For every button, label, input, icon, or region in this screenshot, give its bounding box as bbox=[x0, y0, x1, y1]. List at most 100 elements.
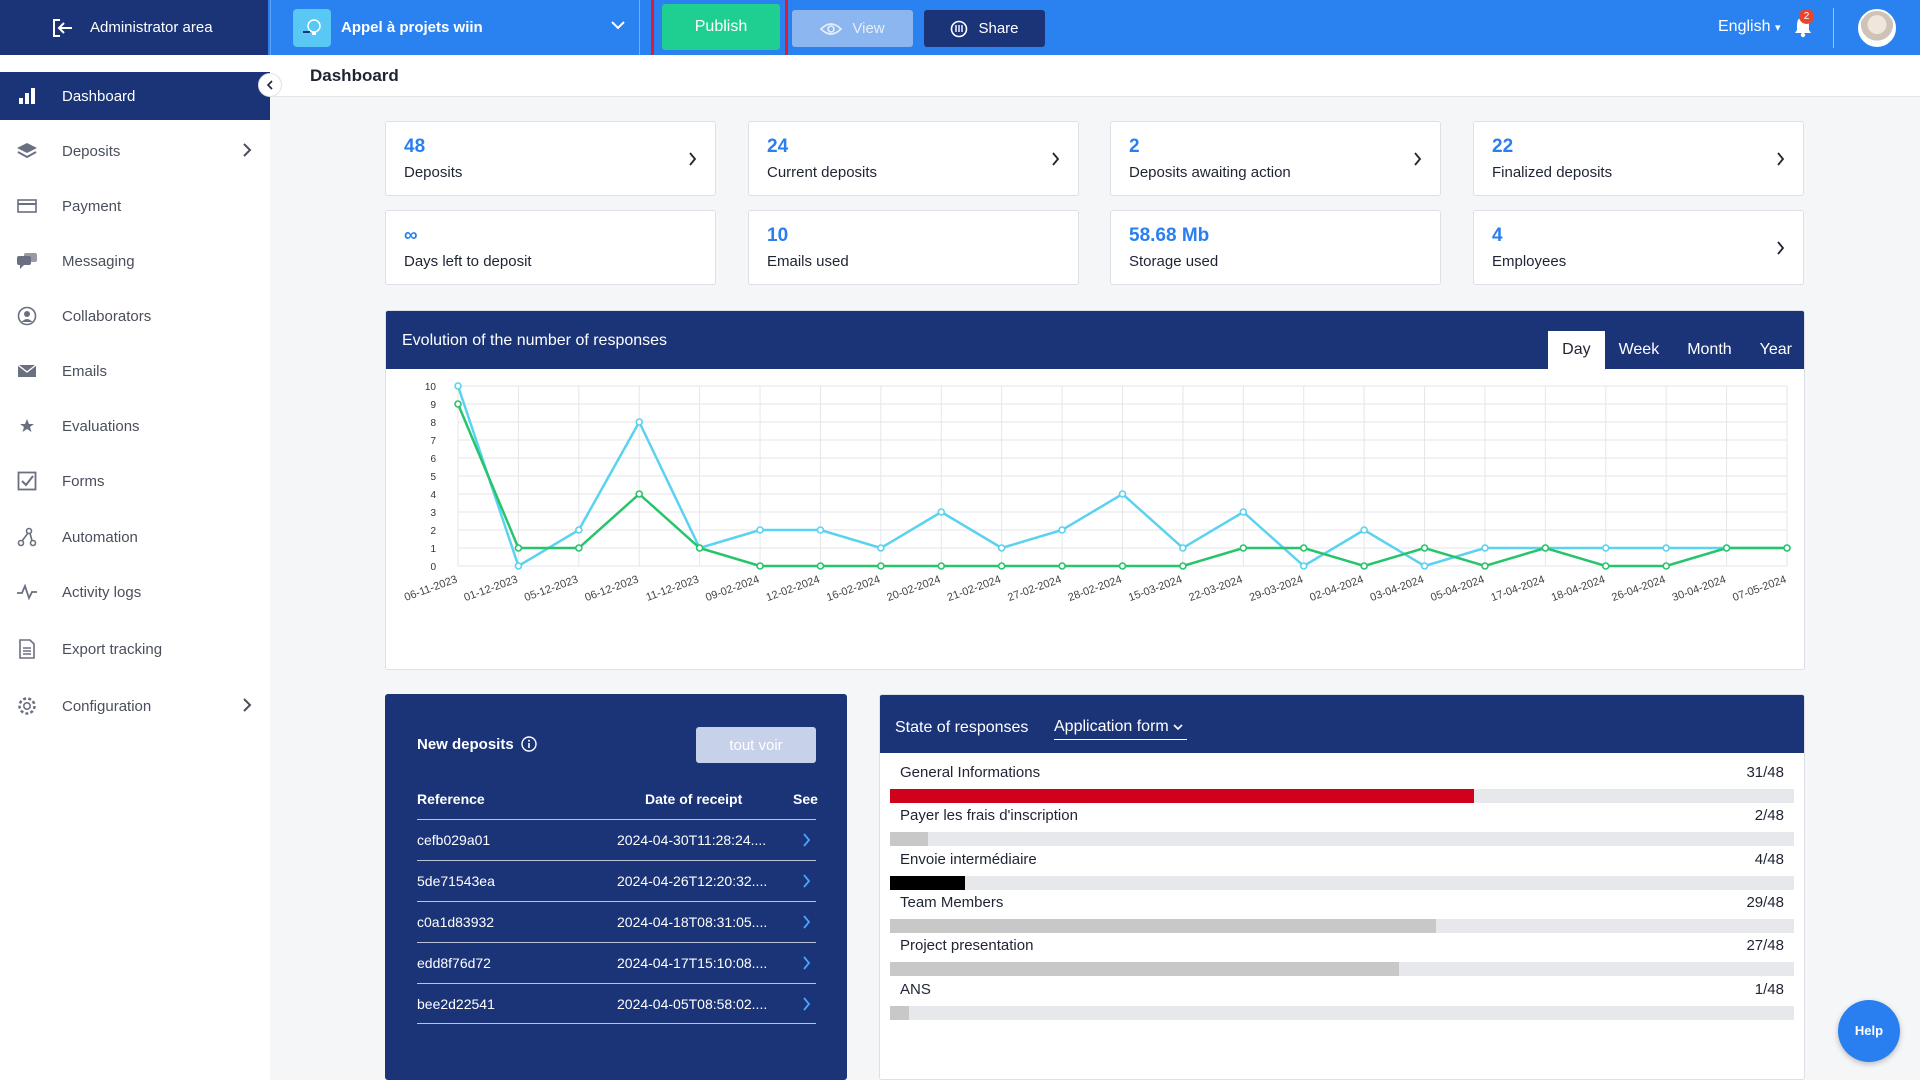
stat-label: Finalized deposits bbox=[1492, 164, 1613, 181]
data-point bbox=[1179, 544, 1187, 552]
sidebar-item-dashboard[interactable]: Dashboard bbox=[0, 72, 270, 120]
progress-track bbox=[890, 789, 1794, 803]
sidebar-item-label: Forms bbox=[62, 472, 105, 490]
data-point bbox=[1360, 526, 1368, 534]
tab-month[interactable]: Month bbox=[1687, 341, 1732, 358]
sidebar-item-messaging[interactable]: Messaging bbox=[0, 237, 270, 285]
data-point bbox=[1299, 562, 1308, 570]
sidebar-item-deposits[interactable]: Deposits bbox=[0, 127, 270, 175]
table-row: 5de71543ea 2024-04-26T12:20:32.... bbox=[417, 860, 816, 901]
share-label: Share bbox=[978, 20, 1019, 37]
stat-label: Deposits awaiting action bbox=[1129, 164, 1291, 181]
chevron-right-icon[interactable] bbox=[802, 997, 811, 1011]
deposit-date: 2024-04-05T08:58:02.... bbox=[617, 996, 767, 1012]
publish-button[interactable]: Publish bbox=[662, 4, 780, 50]
y-tick-label: 1 bbox=[430, 544, 436, 555]
form-select[interactable]: Application form bbox=[1054, 718, 1188, 740]
y-tick-label: 10 bbox=[425, 382, 437, 393]
data-point bbox=[454, 400, 462, 408]
data-point bbox=[1541, 544, 1550, 552]
sidebar-item-automation[interactable]: Automation bbox=[0, 513, 270, 561]
layers-icon bbox=[14, 140, 40, 162]
data-point bbox=[1722, 544, 1731, 552]
stat-card-current-deposits[interactable]: 24 Current deposits bbox=[748, 121, 1079, 196]
share-button[interactable]: Share bbox=[924, 10, 1045, 47]
envelope-icon bbox=[14, 360, 40, 382]
sidebar-item-forms[interactable]: Forms bbox=[0, 457, 270, 505]
tab-year[interactable]: Year bbox=[1759, 341, 1792, 358]
response-count: 31/48 bbox=[1746, 764, 1784, 781]
sidebar-item-payment[interactable]: Payment bbox=[0, 182, 270, 230]
response-row: Project presentation 27/48 bbox=[890, 937, 1794, 985]
data-point bbox=[997, 544, 1006, 552]
stat-value: 22 bbox=[1492, 136, 1514, 157]
period-tabs: Day Week Month Year bbox=[1548, 331, 1804, 369]
deposit-date: 2024-04-18T08:31:05.... bbox=[617, 914, 767, 930]
view-label: View bbox=[852, 20, 885, 37]
x-tick-label: 03-04-2024 bbox=[1369, 574, 1426, 605]
language-selector[interactable]: English ▾ bbox=[1718, 18, 1780, 36]
state-title: State of responses bbox=[895, 719, 1029, 736]
sidebar-item-label: Evaluations bbox=[62, 417, 140, 435]
chevron-right-icon[interactable] bbox=[802, 915, 811, 929]
chevron-right-icon[interactable] bbox=[802, 833, 811, 847]
progress-fill bbox=[890, 1005, 909, 1020]
response-row: Envoie intermédiaire 4/48 bbox=[890, 851, 1794, 899]
stat-label: Deposits bbox=[404, 164, 463, 181]
response-count: 29/48 bbox=[1746, 893, 1784, 911]
administrator-area-link[interactable]: Administrator area bbox=[0, 0, 268, 55]
responses-evolution-card: Evolution of the number of responses Day… bbox=[385, 310, 1805, 670]
data-point bbox=[816, 562, 825, 570]
data-point bbox=[514, 562, 523, 570]
stat-card-awaiting-action[interactable]: 2 Deposits awaiting action bbox=[1110, 121, 1441, 196]
stat-label: Storage used bbox=[1129, 253, 1219, 270]
chevron-right-icon[interactable] bbox=[802, 956, 811, 970]
stat-value: 4 bbox=[1492, 225, 1503, 246]
data-point bbox=[1360, 562, 1368, 570]
help-button[interactable]: Help bbox=[1838, 1000, 1900, 1062]
response-label: Project presentation bbox=[900, 937, 1034, 955]
x-tick-label: 06-11-2023 bbox=[403, 574, 459, 604]
x-tick-label: 20-02-2024 bbox=[885, 574, 942, 605]
sidebar-item-emails[interactable]: Emails bbox=[0, 347, 270, 395]
sidebar-item-collaborators[interactable]: Collaborators bbox=[0, 292, 270, 340]
progress-fill bbox=[890, 918, 1437, 933]
tab-week[interactable]: Week bbox=[1618, 341, 1660, 358]
project-selector[interactable]: Appel à projets wiin bbox=[270, 0, 640, 55]
stat-card-employees[interactable]: 4 Employees bbox=[1473, 210, 1804, 285]
checkbox-icon bbox=[14, 470, 40, 492]
sidebar-item-configuration[interactable]: Configuration bbox=[0, 682, 270, 730]
progress-track bbox=[890, 1005, 1794, 1020]
chevron-right-icon bbox=[243, 143, 252, 157]
view-button[interactable]: View bbox=[792, 10, 913, 47]
table-row: c0a1d83932 2024-04-18T08:31:05.... bbox=[417, 901, 816, 942]
response-row: General Informations 31/48 bbox=[890, 764, 1794, 812]
sidebar-item-export-tracking[interactable]: Export tracking bbox=[0, 625, 270, 673]
column-header-date: Date of receipt bbox=[645, 791, 743, 807]
see-all-button[interactable]: tout voir bbox=[696, 727, 816, 763]
x-tick-label: 29-03-2024 bbox=[1248, 574, 1305, 605]
chevron-right-icon bbox=[689, 152, 697, 166]
data-point bbox=[1783, 544, 1791, 552]
stat-value: 48 bbox=[404, 136, 426, 157]
user-avatar[interactable] bbox=[1858, 9, 1896, 47]
sidebar-item-activity-logs[interactable]: Activity logs bbox=[0, 568, 270, 616]
collapse-sidebar-button[interactable] bbox=[258, 73, 282, 97]
chevron-right-icon[interactable] bbox=[802, 874, 811, 888]
sidebar-item-evaluations[interactable]: Evaluations bbox=[0, 402, 270, 450]
info-icon[interactable] bbox=[521, 736, 537, 752]
user-circle-icon bbox=[14, 305, 40, 327]
stat-card-deposits[interactable]: 48 Deposits bbox=[385, 121, 716, 196]
data-point bbox=[695, 544, 704, 552]
sidebar-item-label: Configuration bbox=[62, 697, 152, 715]
y-tick-label: 0 bbox=[430, 562, 436, 573]
language-label: English bbox=[1718, 18, 1771, 35]
response-count: 1/48 bbox=[1754, 980, 1784, 998]
tab-day[interactable]: Day bbox=[1548, 331, 1605, 369]
chevron-right-icon bbox=[1777, 152, 1785, 166]
stat-label: Emails used bbox=[767, 253, 849, 270]
x-tick-label: 18-04-2024 bbox=[1550, 574, 1607, 605]
x-tick-label: 21-02-2024 bbox=[946, 574, 1003, 605]
stat-card-finalized-deposits[interactable]: 22 Finalized deposits bbox=[1473, 121, 1804, 196]
stat-value: 2 bbox=[1129, 136, 1140, 157]
